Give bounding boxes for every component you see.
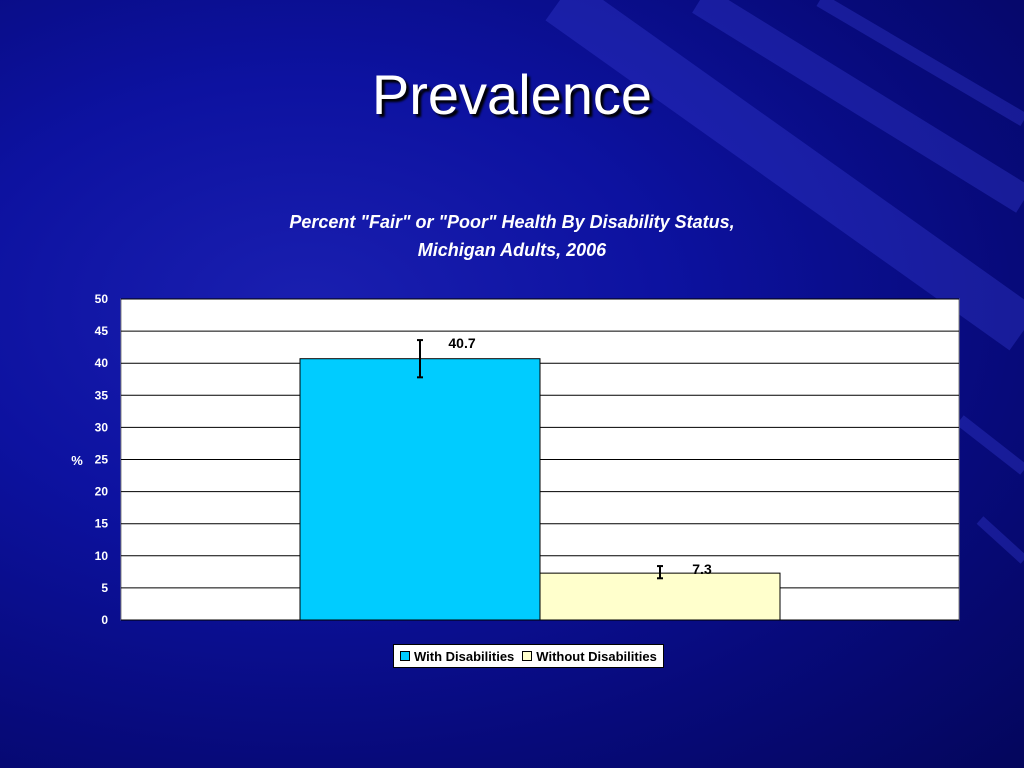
y-tick-label-10: 10 xyxy=(95,549,109,563)
legend-item-without-disabilities: Without Disabilities xyxy=(522,649,657,664)
legend-label-with-disabilities: With Disabilities xyxy=(414,648,515,664)
bar-with-disabilities xyxy=(299,358,541,621)
y-tick-label-20: 20 xyxy=(95,485,109,499)
y-tick-label-50: 50 xyxy=(95,292,109,306)
slide-title: Prevalence xyxy=(371,63,653,126)
y-tick-label-30: 30 xyxy=(95,420,109,434)
chart-legend: With Disabilities Without Disabilities xyxy=(393,644,664,668)
chart-title-line-2: Michigan Adults, 2006 xyxy=(417,240,607,260)
legend-item-with-disabilities: With Disabilities xyxy=(400,649,514,664)
legend-swatch-with-disabilities xyxy=(400,651,410,661)
bars: 40.7 7.3 xyxy=(299,335,781,621)
y-tick-label-5: 5 xyxy=(101,581,108,595)
y-tick-label-0: 0 xyxy=(101,613,108,627)
bar-without-disabilities xyxy=(539,572,781,621)
y-tick-label-15: 15 xyxy=(95,517,109,531)
y-axis-tick-labels: 0 5 10 15 20 25 30 35 40 45 50 xyxy=(95,292,109,627)
legend-swatch-without-disabilities xyxy=(522,651,533,661)
data-label-with-disabilities: 40.7 xyxy=(448,335,475,351)
y-tick-label-40: 40 xyxy=(95,356,109,370)
y-tick-label-25: 25 xyxy=(95,453,109,467)
y-tick-label-35: 35 xyxy=(95,388,109,402)
chart-title: Percent "Fair" or "Poor" Health By Disab… xyxy=(0,208,1024,264)
y-axis-label: % xyxy=(71,453,83,468)
legend-label-without-disabilities: Without Disabilities xyxy=(536,648,657,664)
chart-title-line-1: Percent "Fair" or "Poor" Health By Disab… xyxy=(289,212,735,232)
y-tick-label-45: 45 xyxy=(95,324,109,338)
data-label-without-disabilities: 7.3 xyxy=(692,561,712,577)
